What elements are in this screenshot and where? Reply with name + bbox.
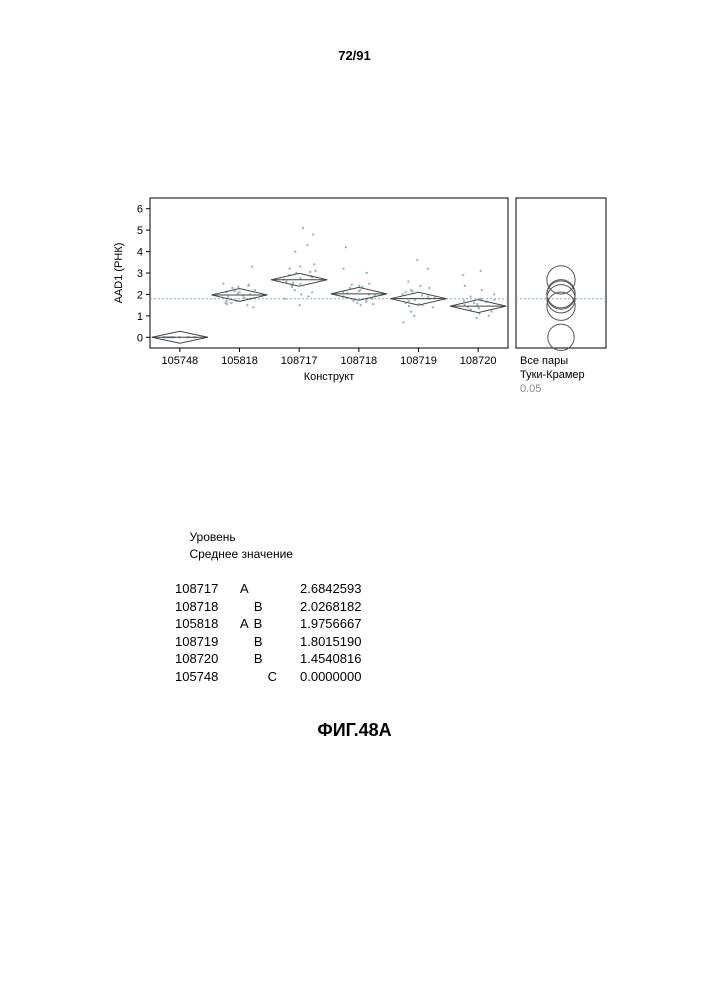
table-row: 108718 B2.0268182 [175,598,361,616]
mean-cell: 1.9756667 [300,615,361,633]
means-table: Уровень Среднее значение 108717A2.684259… [175,510,361,685]
chart-container: 0 1 2 3 4 5 6 AAD1 (РНК) 105748 105818 108717 10871… [108,190,618,405]
svg-text:108717: 108717 [281,355,318,367]
table-row: 108717A2.6842593 [175,580,361,598]
level-cell: 105748 [175,668,240,686]
page-number: 72/91 [338,48,371,63]
level-cell: 108720 [175,650,240,668]
level-cell: 108718 [175,598,240,616]
mean-cell: 2.6842593 [300,580,361,598]
svg-text:2: 2 [137,289,143,301]
svg-text:AAD1 (РНК): AAD1 (РНК) [113,243,125,304]
mean-cell: 2.0268182 [300,598,361,616]
svg-text:108719: 108719 [400,355,437,367]
table-row: 108720 B1.4540816 [175,650,361,668]
mean-cell: 1.4540816 [300,650,361,668]
group-cell: A B [240,615,300,633]
table-row: 108719 B1.8015190 [175,633,361,651]
svg-text:Конструкт: Конструкт [304,371,355,383]
svg-text:0.05: 0.05 [520,383,541,395]
svg-text:5: 5 [137,225,143,237]
group-cell: C [240,668,300,686]
svg-text:Туки-Крамер: Туки-Крамер [520,369,585,381]
svg-text:Все пары: Все пары [520,355,568,367]
level-cell: 108717 [175,580,240,598]
level-cell: 105818 [175,615,240,633]
svg-text:108720: 108720 [460,355,497,367]
svg-text:105748: 105748 [161,355,198,367]
header-mean: Среднее значение [189,546,293,562]
figure-label: ФИГ.48А [317,720,391,741]
table-row: 105748 C0.0000000 [175,668,361,686]
group-cell: B [240,598,300,616]
svg-text:0: 0 [137,332,143,344]
group-cell: B [240,650,300,668]
jitter-chart-svg: 0 1 2 3 4 5 6 AAD1 (РНК) 105748 105818 108717 10871… [108,190,618,405]
table-header: Уровень Среднее значение [175,510,361,580]
svg-text:4: 4 [137,247,143,259]
level-cell: 108719 [175,633,240,651]
mean-cell: 0.0000000 [300,668,361,686]
svg-text:6: 6 [137,204,143,216]
svg-text:105818: 105818 [221,355,258,367]
mean-cell: 1.8015190 [300,633,361,651]
svg-text:3: 3 [137,268,143,280]
svg-text:1: 1 [137,311,143,323]
group-cell: B [240,633,300,651]
group-cell: A [240,580,300,598]
header-level: Уровень [189,529,289,545]
table-row: 105818A B1.9756667 [175,615,361,633]
svg-text:108718: 108718 [340,355,377,367]
